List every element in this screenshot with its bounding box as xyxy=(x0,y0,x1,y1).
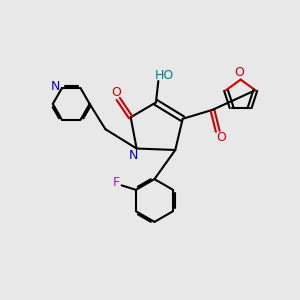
Text: N: N xyxy=(129,148,138,162)
Text: F: F xyxy=(113,176,120,190)
Text: O: O xyxy=(234,66,244,79)
Text: N: N xyxy=(51,80,60,93)
Text: O: O xyxy=(216,131,226,144)
Text: HO: HO xyxy=(155,69,175,82)
Text: O: O xyxy=(111,86,121,99)
